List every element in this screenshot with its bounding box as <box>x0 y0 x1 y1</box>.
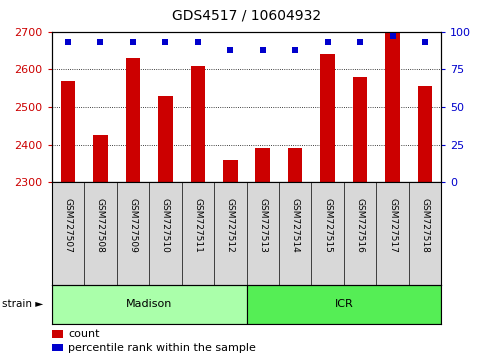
Point <box>421 40 429 45</box>
Bar <box>223 160 238 182</box>
Point <box>129 40 137 45</box>
Bar <box>52 285 246 324</box>
Text: GSM727517: GSM727517 <box>388 198 397 253</box>
Point <box>194 40 202 45</box>
Point <box>388 34 396 39</box>
Text: count: count <box>68 329 100 339</box>
Point <box>64 40 72 45</box>
Bar <box>158 96 173 182</box>
Text: ICR: ICR <box>334 299 353 309</box>
Text: GSM727513: GSM727513 <box>258 198 267 253</box>
Text: GSM727518: GSM727518 <box>421 198 429 253</box>
Bar <box>52 330 63 338</box>
Bar <box>353 77 367 182</box>
Bar <box>246 285 441 324</box>
Point <box>356 40 364 45</box>
Bar <box>418 86 432 182</box>
Point <box>324 40 332 45</box>
Text: GSM727516: GSM727516 <box>355 198 365 253</box>
Text: GSM727509: GSM727509 <box>128 198 138 253</box>
Bar <box>320 55 335 182</box>
Text: GSM727508: GSM727508 <box>96 198 105 253</box>
Point <box>226 47 234 53</box>
Text: percentile rank within the sample: percentile rank within the sample <box>68 343 256 353</box>
Text: GDS4517 / 10604932: GDS4517 / 10604932 <box>172 9 321 23</box>
Text: GSM727511: GSM727511 <box>193 198 202 253</box>
Bar <box>255 148 270 182</box>
Bar <box>385 32 400 182</box>
Text: GSM727515: GSM727515 <box>323 198 332 253</box>
Text: GSM727512: GSM727512 <box>226 198 235 252</box>
Bar <box>61 81 75 182</box>
Text: GSM727514: GSM727514 <box>291 198 300 252</box>
Bar <box>190 66 205 182</box>
Point <box>291 47 299 53</box>
Text: GSM727507: GSM727507 <box>64 198 72 253</box>
Text: strain ►: strain ► <box>2 299 44 309</box>
Bar <box>288 148 303 182</box>
Text: GSM727510: GSM727510 <box>161 198 170 253</box>
Bar <box>93 135 108 182</box>
Point <box>259 47 267 53</box>
Bar <box>52 344 63 351</box>
Point <box>97 40 105 45</box>
Bar <box>126 58 140 182</box>
Text: Madison: Madison <box>126 299 173 309</box>
Point <box>161 40 169 45</box>
